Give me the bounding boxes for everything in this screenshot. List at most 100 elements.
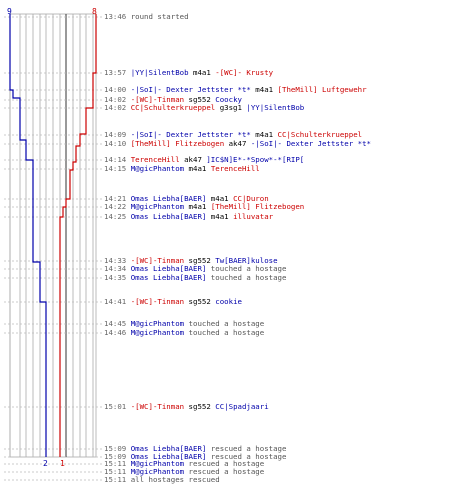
player-name-red: [TheMill] Luftgewehr <box>277 85 367 94</box>
log-time: 14:25 <box>104 212 127 221</box>
player-name-blue: Omas Liebha[BAER] <box>130 264 207 273</box>
player-name-blue: Omas Liebha[BAER] <box>130 452 207 461</box>
log-time: 14:22 <box>104 202 127 211</box>
event-text: all hostages rescued <box>130 475 220 484</box>
player-name-blue: Omas Liebha[BAER] <box>130 212 207 221</box>
weapon: m4a1 <box>184 202 211 211</box>
log-time: 14:33 <box>104 256 127 265</box>
log-time: 14:21 <box>104 194 127 203</box>
log-time: 15:09 <box>104 444 127 453</box>
player-name-red: -[WC]-Tinman <box>130 297 185 306</box>
log-time: 13:46 <box>104 12 127 21</box>
weapon: ak47 <box>179 155 207 164</box>
red-end-count: 1 <box>60 459 65 468</box>
blue-team-line <box>9 14 47 457</box>
weapon: sg552 <box>184 402 216 411</box>
log-time: 14:45 <box>104 319 127 328</box>
event-text: round started <box>130 12 189 21</box>
weapon: m4a1 <box>188 68 216 77</box>
log-time: 14:46 <box>104 328 127 337</box>
player-name-blue: -|SoI|- Dexter Jettster *t* <box>130 85 251 94</box>
weapon: g3sg1 <box>215 103 247 112</box>
log-time: 14:35 <box>104 273 127 282</box>
log-time: 15:11 <box>104 459 127 468</box>
log-entry: 14:33 -[WC]-Tinman sg552 Tw[BAER]kulose <box>104 257 278 265</box>
log-entry: 14:35 Omas Liebha[BAER] touched a hostag… <box>104 274 286 282</box>
log-entry: 15:11 M@gicPhantom rescued a hostage <box>104 468 264 476</box>
player-name-blue: |YY|SilentBob <box>246 103 305 112</box>
player-name-blue: M@gicPhantom <box>130 319 185 328</box>
player-name-blue: Coocky <box>215 95 242 104</box>
player-name-blue: M@gicPhantom <box>130 328 185 337</box>
log-entry: 14:22 M@gicPhantom m4a1 [TheMill] Flitze… <box>104 203 304 211</box>
log-entry: 14:15 M@gicPhantom m4a1 TerenceHill <box>104 165 260 173</box>
player-name-blue: -|SoI|- Dexter Jettster *t* <box>130 130 251 139</box>
player-name-blue: -|SoI|- Dexter Jettster *t* <box>250 139 371 148</box>
player-name-red: CC|Duron <box>233 194 269 203</box>
log-time: 14:41 <box>104 297 127 306</box>
player-name-blue: CC|Spadjaari <box>215 402 269 411</box>
log-entry: 14:34 Omas Liebha[BAER] touched a hostag… <box>104 265 286 273</box>
player-name-red: TerenceHill <box>210 164 260 173</box>
weapon: m4a1 <box>206 194 234 203</box>
weapon: m4a1 <box>206 212 234 221</box>
player-name-blue: ]IC$N]E*-*Spow*-*[RIP[ <box>206 155 305 164</box>
blue-start-count: 9 <box>7 7 12 16</box>
log-entry: 15:11 all hostages rescued <box>104 476 220 484</box>
player-name-red: -[WC]-Tinman <box>130 95 185 104</box>
log-entry: 14:14 TerenceHill ak47 ]IC$N]E*-*Spow*-*… <box>104 156 304 164</box>
log-entry: 15:01 -[WC]-Tinman sg552 CC|Spadjaari <box>104 403 269 411</box>
player-name-blue: M@gicPhantom <box>130 459 185 468</box>
log-entry: 14:09 -|SoI|- Dexter Jettster *t* m4a1 C… <box>104 131 362 139</box>
player-name-red: CC|Schulterkrueppel <box>130 103 216 112</box>
event-text: rescued a hostage <box>206 452 287 461</box>
player-name-blue: M@gicPhantom <box>130 202 185 211</box>
log-entry: 13:46 round started <box>104 13 189 21</box>
log-entry: 14:02 CC|Schulterkrueppel g3sg1 |YY|Sile… <box>104 104 304 112</box>
player-name-red: -[WC]- Krusty <box>215 68 274 77</box>
log-time: 14:02 <box>104 95 127 104</box>
blue-end-count: 2 <box>43 459 48 468</box>
player-name-red: TerenceHill <box>130 155 180 164</box>
log-entry: 14:25 Omas Liebha[BAER] m4a1 illuvatar <box>104 213 273 221</box>
player-name-red: -[WC]-Tinman <box>130 256 185 265</box>
event-text: rescued a hostage <box>206 444 287 453</box>
log-time: 14:00 <box>104 85 127 94</box>
log-time: 15:11 <box>104 475 127 484</box>
weapon: ak47 <box>224 139 251 148</box>
log-entry: 15:11 M@gicPhantom rescued a hostage <box>104 460 264 468</box>
weapon: sg552 <box>184 256 216 265</box>
player-name-red: -[WC]-Tinman <box>130 402 185 411</box>
log-entry: 15:09 Omas Liebha[BAER] rescued a hostag… <box>104 453 286 461</box>
red-start-count: 8 <box>92 7 97 16</box>
log-time: 15:01 <box>104 402 127 411</box>
weapon: sg552 <box>184 297 216 306</box>
player-name-blue: Omas Liebha[BAER] <box>130 273 207 282</box>
player-name-red: [TheMill] Flitzebogen <box>130 139 225 148</box>
log-time: 14:02 <box>104 103 127 112</box>
log-entry: 14:00 -|SoI|- Dexter Jettster *t* m4a1 [… <box>104 86 367 94</box>
red-team-line <box>59 14 97 457</box>
log-time: 14:15 <box>104 164 127 173</box>
log-time: 14:14 <box>104 155 127 164</box>
event-text: rescued a hostage <box>184 459 265 468</box>
weapon: m4a1 <box>250 130 278 139</box>
player-name-red: CC|Schulterkrueppel <box>277 130 363 139</box>
log-time: 14:34 <box>104 264 127 273</box>
player-name-blue: Omas Liebha[BAER] <box>130 194 207 203</box>
player-name-red: illuvatar <box>233 212 274 221</box>
log-time: 14:10 <box>104 139 127 148</box>
log-entry: 14:41 -[WC]-Tinman sg552 cookie <box>104 298 242 306</box>
log-time: 15:09 <box>104 452 127 461</box>
event-text: rescued a hostage <box>184 467 265 476</box>
weapon: m4a1 <box>184 164 211 173</box>
player-name-blue: Omas Liebha[BAER] <box>130 444 207 453</box>
log-entry: 14:21 Omas Liebha[BAER] m4a1 CC|Duron <box>104 195 269 203</box>
player-name-blue: M@gicPhantom <box>130 164 185 173</box>
log-time: 14:09 <box>104 130 127 139</box>
log-entry: 14:46 M@gicPhantom touched a hostage <box>104 329 264 337</box>
player-name-red: [TheMill] Flitzebogen <box>210 202 305 211</box>
event-text: touched a hostage <box>206 264 287 273</box>
